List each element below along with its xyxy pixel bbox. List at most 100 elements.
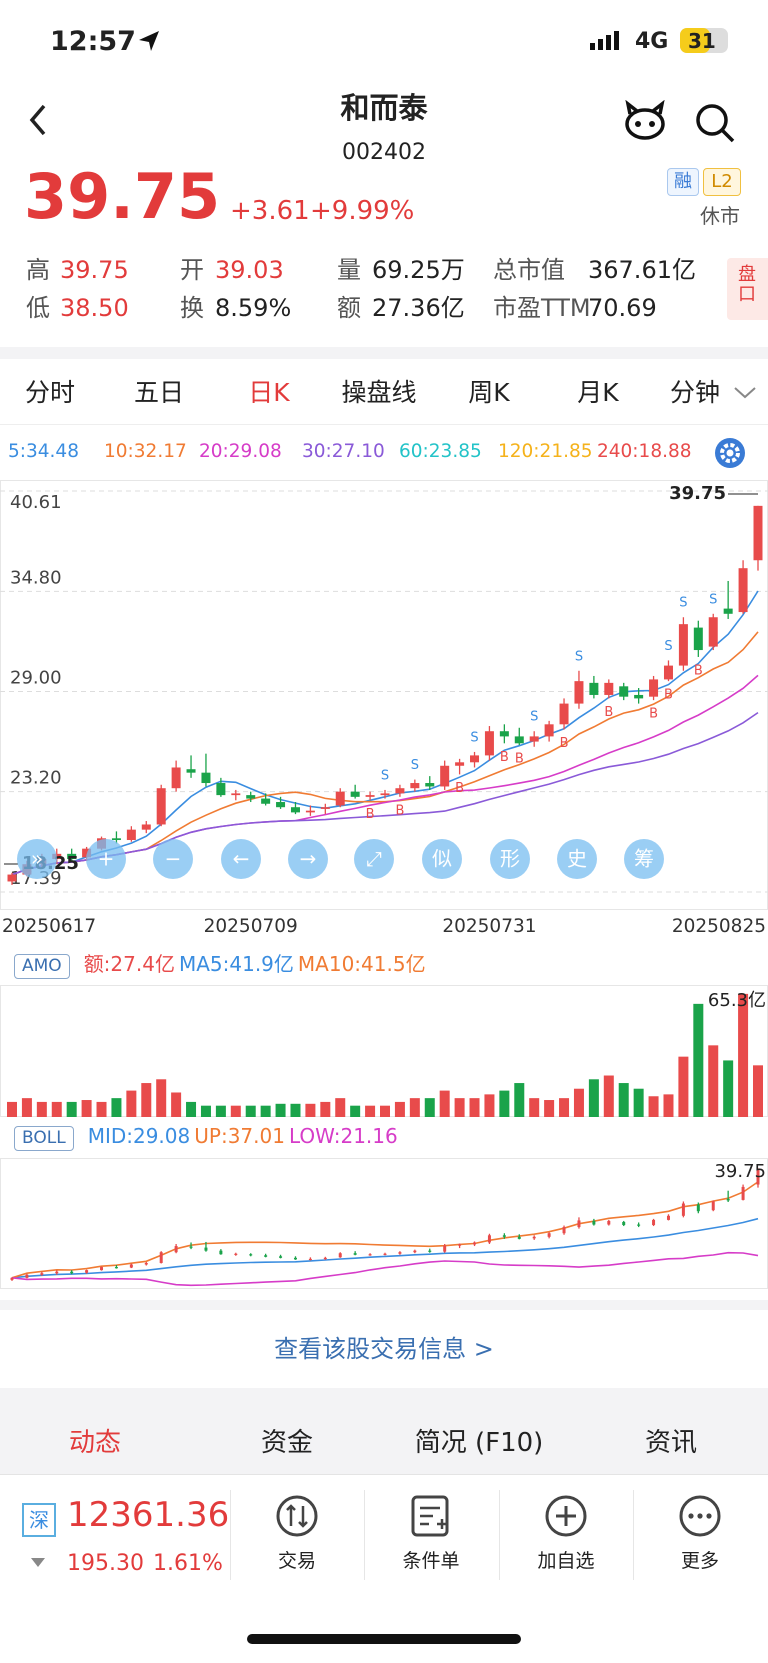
section-tab[interactable]: 资金 [260, 1428, 313, 1458]
period-tab[interactable]: 日K [248, 378, 290, 407]
toolbar-button[interactable] [288, 839, 328, 879]
action-label[interactable]: 条件单 [402, 1550, 460, 1572]
mascot-button[interactable] [622, 100, 668, 142]
signal-icon [590, 31, 619, 50]
action-label[interactable]: 加自选 [537, 1550, 595, 1572]
stat-value: 39.03 [215, 256, 284, 284]
candle-body [380, 793, 390, 796]
candle-body [111, 838, 121, 841]
amount-bar [678, 1056, 689, 1117]
search-button[interactable] [694, 102, 738, 146]
index-change: 195.30 [67, 1551, 144, 1576]
action-label[interactable]: 更多 [680, 1550, 719, 1572]
toolbar-button[interactable] [354, 839, 394, 879]
amount-bar [693, 1003, 704, 1117]
boll-chart: 39.75 [0, 1158, 768, 1289]
action-icon[interactable] [544, 1494, 588, 1538]
boll-line [11, 1217, 759, 1279]
amount-bar [320, 1101, 331, 1117]
l2-badge: L2 [703, 168, 741, 196]
candle-body [649, 679, 659, 697]
divider [0, 1300, 768, 1310]
boll-candle-body [577, 1220, 581, 1228]
sell-signal: S [530, 710, 538, 725]
toolbar-button[interactable] [490, 839, 530, 879]
candle-body [544, 724, 554, 737]
toolbar-button[interactable] [17, 839, 57, 879]
amount-bar [290, 1103, 301, 1117]
toolbar-button[interactable] [557, 839, 597, 879]
boll-candle-body [144, 1262, 148, 1265]
toolbar-button[interactable] [422, 839, 462, 879]
action-icon[interactable] [678, 1494, 722, 1538]
toolbar-button[interactable] [221, 839, 261, 879]
boll-candle-body [532, 1236, 536, 1239]
boll-candle-body [323, 1257, 327, 1260]
action-divider [499, 1490, 500, 1580]
toolbar-button[interactable] [86, 839, 126, 879]
boll-candle-body [70, 1271, 74, 1274]
boll-candle-body [652, 1219, 656, 1226]
sell-signal: S [411, 758, 419, 773]
back-button[interactable] [24, 100, 54, 140]
boll-candle-body [473, 1242, 477, 1245]
action-label[interactable]: 交易 [277, 1550, 316, 1572]
sell-signal: S [470, 730, 478, 745]
candle-body [514, 736, 524, 744]
period-tab[interactable]: 分时 [24, 378, 75, 407]
side-tab[interactable]: 盘口 [727, 258, 768, 320]
amount-bar [335, 1098, 346, 1117]
candle-body [201, 772, 211, 784]
candle-body [335, 791, 345, 806]
candle-body [604, 682, 614, 695]
section-tab[interactable]: 资讯 [644, 1428, 697, 1458]
legend-label: MA10:41.5亿 [297, 952, 426, 976]
index-badge: 深 [22, 1503, 56, 1537]
toolbar-label: 似 [432, 847, 452, 871]
period-tab[interactable]: 分钟 [669, 378, 720, 407]
price-change-pct: +9.99% [310, 196, 415, 226]
ma-line [11, 590, 759, 876]
action-divider [230, 1490, 231, 1580]
candle-body [753, 505, 763, 561]
candle-body [246, 795, 256, 799]
amount-bar [469, 1098, 480, 1117]
price: 39.75 [24, 160, 221, 233]
boll-line [11, 1251, 759, 1287]
boll-candle-body [308, 1258, 312, 1261]
period-tab[interactable]: 月K [577, 378, 619, 407]
amount-bar [36, 1101, 47, 1117]
boll-candle-body [398, 1252, 402, 1254]
toolbar-button[interactable] [153, 839, 193, 879]
section-tab[interactable]: 动态 [68, 1428, 121, 1458]
boll-candle-body [204, 1247, 208, 1251]
period-tab[interactable]: 操盘线 [341, 378, 417, 407]
stock-code: 002402 [342, 140, 426, 165]
action-icon[interactable] [275, 1494, 319, 1538]
tabs-border [0, 424, 768, 425]
boll-candle-body [234, 1253, 238, 1255]
period-tab[interactable]: 五日 [133, 378, 184, 407]
amount-bar [96, 1101, 107, 1117]
trade-info-link[interactable]: 查看该股交易信息 > [274, 1335, 494, 1363]
boll-candle-body [413, 1250, 417, 1253]
boll-candle-body [368, 1254, 372, 1256]
candle-body [350, 791, 360, 797]
ma-label: 60:23.85 [399, 441, 482, 462]
buy-signal: B [500, 750, 509, 765]
amount-chart: 65.3亿 [0, 985, 768, 1117]
boll-candle-body [696, 1204, 700, 1212]
toolbar-button[interactable] [624, 839, 664, 879]
candle-body [708, 617, 718, 647]
settings-button[interactable] [714, 437, 746, 469]
candle-body [693, 627, 703, 651]
amount-bar [499, 1090, 510, 1117]
boll-candle-body [443, 1245, 447, 1252]
tabs-chevron[interactable] [732, 384, 758, 402]
stat-value: 69.25万 [372, 256, 465, 284]
action-icon[interactable] [409, 1494, 453, 1538]
legend-badge: BOLL [14, 1126, 74, 1151]
amount-bar [126, 1090, 137, 1117]
period-tab[interactable]: 周K [468, 378, 510, 407]
section-tab[interactable]: 简况 (F10) [414, 1428, 544, 1458]
